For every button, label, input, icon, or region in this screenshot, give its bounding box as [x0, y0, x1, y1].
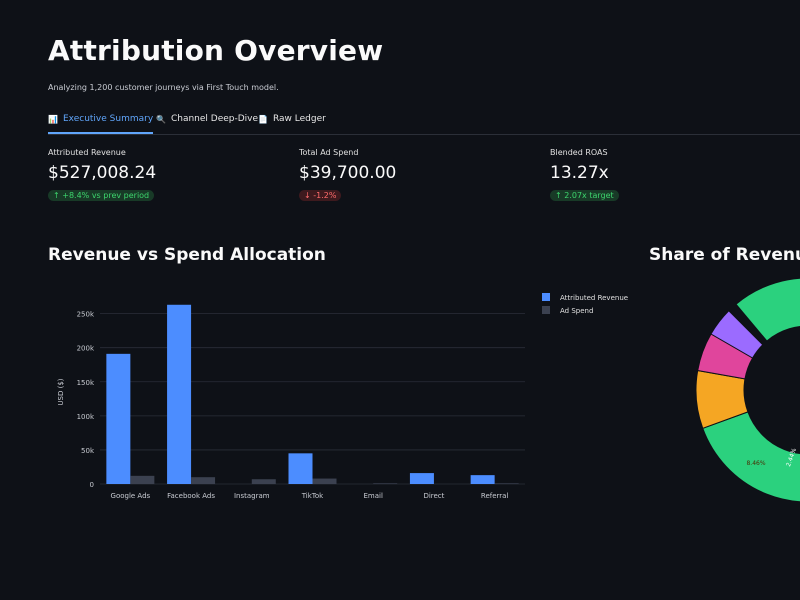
document-icon: 📄 [258, 114, 268, 124]
tab-label: Executive Summary [62, 114, 154, 124]
metric-blended-roas: Blended ROAS 13.27x ↑ 2.07x target [550, 148, 619, 202]
metric-delta: ↑ +8.4% vs prev period [48, 190, 155, 201]
slice-label: 2.44% [785, 447, 798, 468]
y-tick-label: 250k [77, 311, 95, 319]
y-tick-label: 50k [81, 447, 95, 455]
page-subtitle: Analyzing 1,200 customer journeys via Fi… [48, 83, 279, 92]
y-tick-label: 200k [77, 345, 95, 353]
slice-label: 8.46% [746, 460, 765, 467]
bar-chart-icon: 📊 [48, 114, 58, 124]
magnifier-icon: 🔍 [156, 114, 166, 124]
x-tick-label: Facebook Ads [167, 492, 215, 500]
spend-bar [373, 483, 398, 484]
metric-value: $39,700.00 [299, 163, 397, 183]
donut-slice [697, 333, 754, 380]
tab-label: Channel Deep-Dive [170, 114, 259, 124]
x-tick-label: Instagram [234, 492, 270, 500]
metric-delta: ↑ 2.07x target [550, 190, 619, 201]
revenue-bar [106, 353, 131, 484]
revenue-bar [470, 475, 495, 484]
legend-swatch [542, 306, 550, 314]
tab-channel-deep-dive[interactable]: 🔍 Channel Deep-Dive [156, 106, 258, 132]
revenue-bar [167, 304, 192, 484]
tab-executive-summary[interactable]: 📊 Executive Summary [48, 106, 154, 134]
metric-value: $527,008.24 [48, 163, 157, 183]
page-title: Attribution Overview [48, 34, 384, 67]
spend-bar [251, 479, 276, 484]
tab-raw-ledger[interactable]: 📄 Raw Ledger [258, 106, 326, 132]
metric-total-ad-spend: Total Ad Spend $39,700.00 ↓ -1.2% [299, 148, 396, 202]
donut-slice [702, 277, 800, 503]
bar-chart-heading: Revenue vs Spend Allocation [48, 245, 326, 265]
metric-label: Attributed Revenue [48, 148, 126, 157]
x-tick-label: Google Ads [111, 492, 151, 500]
tab-bar: 📊 Executive Summary 🔍 Channel Deep-Dive … [48, 106, 800, 135]
metric-label: Blended ROAS [550, 148, 608, 157]
metric-attributed-revenue: Attributed Revenue $527,008.24 ↑ +8.4% v… [48, 148, 156, 202]
pie-chart-heading: Share of Revenue [649, 245, 800, 265]
metric-value: 13.27x [550, 163, 609, 183]
tab-label: Raw Ledger [272, 114, 326, 124]
legend-label: Ad Spend [560, 307, 593, 315]
x-tick-label: Direct [423, 492, 444, 500]
legend-label: Attributed Revenue [560, 294, 628, 302]
donut-slice [695, 369, 749, 429]
legend-swatch [542, 293, 550, 301]
slice-label: 60.2% [719, 358, 738, 365]
spend-bar [191, 477, 216, 484]
x-tick-label: Email [364, 492, 383, 500]
y-axis-label: USD ($) [57, 378, 65, 405]
x-tick-label: Referral [481, 492, 509, 500]
revenue-bar [288, 453, 313, 484]
spend-bar [494, 483, 519, 484]
revenue-bar [409, 473, 434, 484]
x-tick-label: TikTok [301, 492, 324, 500]
y-tick-label: 150k [77, 379, 95, 387]
donut-slice [710, 310, 764, 359]
y-tick-label: 0 [90, 481, 94, 489]
metric-delta: ↓ -1.2% [299, 190, 342, 201]
y-tick-label: 100k [77, 413, 95, 421]
spend-bar [312, 478, 337, 484]
metric-label: Total Ad Spend [299, 148, 359, 157]
spend-bar [130, 475, 155, 484]
